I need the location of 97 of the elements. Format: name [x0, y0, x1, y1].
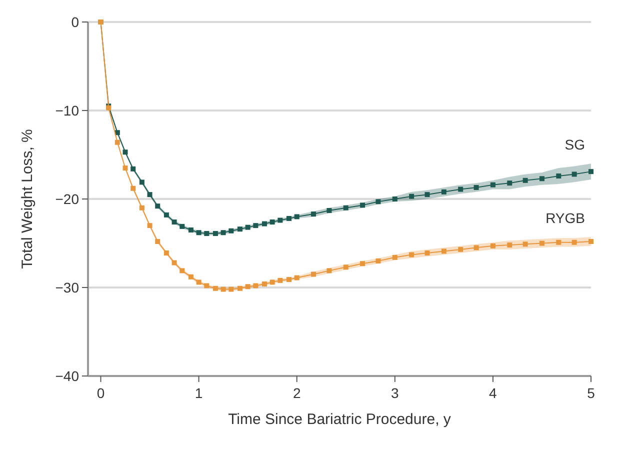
point: [270, 280, 275, 285]
point: [212, 286, 218, 291]
point: [220, 286, 226, 292]
point: [164, 250, 169, 256]
point: [490, 243, 496, 248]
point: [172, 260, 177, 266]
point: [245, 284, 250, 290]
y-axis-title: Total Weight Loss, %: [19, 129, 36, 269]
point: [343, 264, 348, 270]
y-tick-label: −30: [55, 279, 80, 296]
x-tick-label: 3: [391, 385, 399, 401]
point: [522, 242, 528, 247]
point: [311, 212, 316, 217]
y-tick-label: −20: [55, 190, 80, 207]
point: [294, 275, 300, 280]
point: [556, 173, 562, 178]
point: [360, 261, 366, 266]
series-label: RYGB: [546, 210, 585, 226]
series-label: SG: [564, 136, 585, 153]
point: [522, 178, 528, 183]
point: [228, 228, 234, 234]
point: [326, 268, 332, 274]
point: [172, 220, 177, 225]
point: [262, 221, 267, 226]
point: [539, 240, 544, 246]
point: [164, 212, 169, 218]
point: [311, 272, 316, 277]
point: [507, 242, 512, 248]
point: [237, 286, 242, 291]
point: [539, 176, 544, 182]
x-tick-label: 1: [194, 385, 203, 401]
point: [490, 182, 496, 188]
point: [122, 166, 128, 171]
point: [376, 199, 381, 204]
point: [228, 286, 234, 292]
x-tick-label: 4: [489, 385, 498, 401]
point: [139, 205, 144, 210]
point: [122, 150, 128, 155]
point: [245, 224, 250, 230]
point: [278, 278, 283, 283]
point: [409, 194, 414, 199]
point: [196, 280, 202, 285]
point: [114, 140, 120, 145]
point: [458, 246, 464, 252]
point: [556, 240, 562, 245]
point: [360, 202, 366, 208]
point: [326, 208, 332, 214]
point: [237, 226, 242, 232]
point: [155, 204, 160, 209]
x-tick-label: 0: [96, 385, 105, 401]
point: [392, 254, 398, 260]
point: [130, 166, 136, 172]
point: [212, 231, 218, 236]
point: [392, 196, 398, 202]
point: [204, 231, 210, 236]
point: [262, 281, 267, 286]
y-tick-label: −40: [55, 368, 80, 384]
point: [458, 186, 464, 192]
y-tick-label: 0: [71, 14, 80, 30]
point: [188, 227, 194, 232]
point: [286, 216, 292, 221]
point: [376, 258, 381, 264]
point: [474, 184, 479, 190]
point: [180, 268, 185, 274]
point: [147, 192, 152, 198]
point: [572, 172, 577, 177]
point: [424, 192, 430, 198]
point: [155, 238, 160, 244]
point: [253, 283, 258, 288]
point: [572, 240, 577, 245]
point: [114, 130, 120, 136]
point: [507, 180, 512, 186]
point: [196, 230, 202, 236]
point: [286, 277, 292, 282]
point: [270, 220, 275, 225]
point: [139, 180, 144, 185]
point: [409, 252, 414, 258]
point: [204, 283, 210, 288]
y-tick-label: −10: [55, 102, 80, 118]
point: [588, 169, 594, 174]
point: [343, 205, 348, 210]
point: [188, 274, 194, 280]
x-tick-label: 5: [587, 385, 596, 401]
point: [424, 250, 430, 256]
point: [278, 218, 283, 223]
point: [441, 189, 446, 194]
point: [253, 223, 258, 228]
point: [180, 224, 185, 229]
point: [220, 230, 226, 236]
point: [441, 248, 446, 254]
point: [130, 186, 136, 191]
point: [588, 238, 594, 244]
point: [147, 223, 152, 228]
x-tick-label: 2: [292, 385, 301, 401]
point: [294, 214, 300, 220]
point: [474, 245, 479, 250]
x-axis-title: Time Since Bariatric Procedure, y: [228, 411, 452, 428]
